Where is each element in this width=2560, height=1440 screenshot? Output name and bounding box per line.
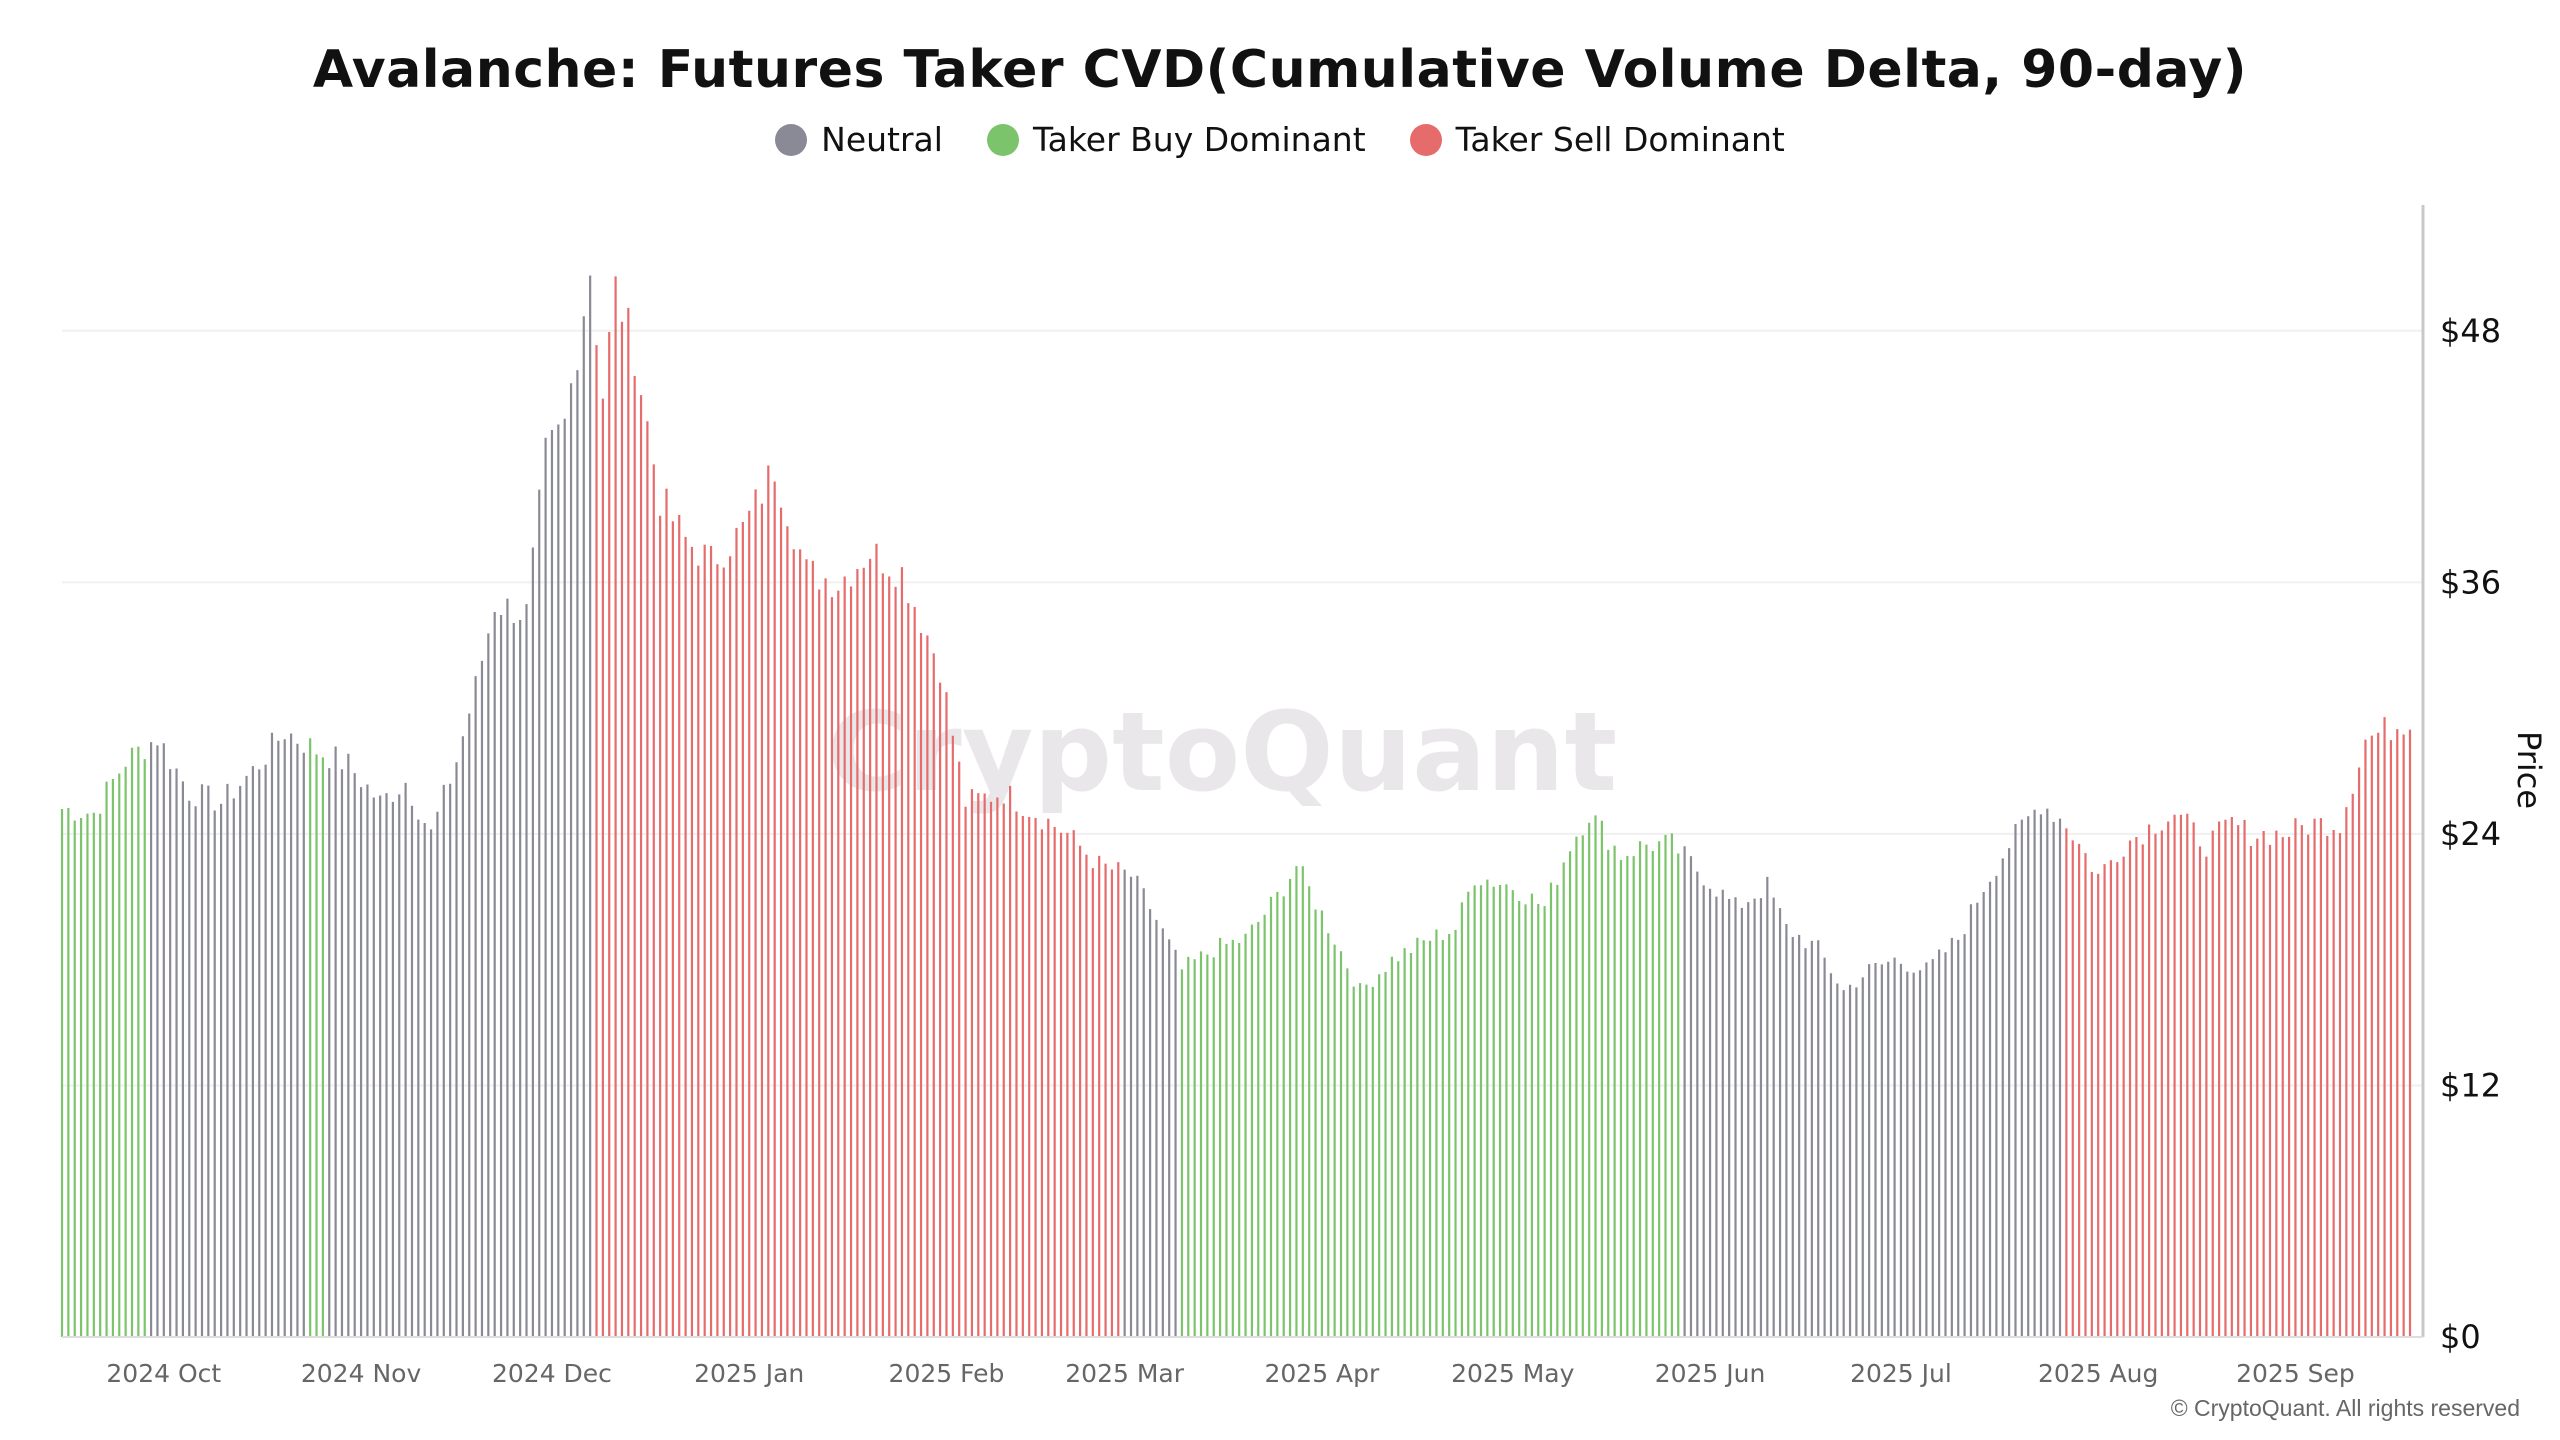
legend-label-neutral: Neutral (821, 120, 943, 159)
y-tick-label: $24 (2440, 815, 2501, 853)
legend-item-taker-sell[interactable]: Taker Sell Dominant (1409, 120, 1785, 159)
watermark: CryptoQuant (827, 688, 1618, 816)
legend-label-taker-sell: Taker Sell Dominant (1455, 120, 1785, 159)
y-tick-label: $48 (2440, 312, 2501, 350)
x-tick-label: 2025 Feb (889, 1359, 1005, 1388)
chart-title: Avalanche: Futures Taker CVD(Cumulative … (312, 40, 2248, 100)
y-axis-ticks: $0 $12 $24 $36 $48 (2440, 312, 2501, 1356)
copyright-footer: © CryptoQuant. All rights reserved (2170, 1395, 2520, 1421)
x-tick-label: 2025 Mar (1065, 1359, 1184, 1388)
y-tick-label: $36 (2440, 563, 2501, 601)
y-tick-label: $12 (2440, 1066, 2501, 1104)
y-axis-label: Price (2510, 731, 2548, 809)
x-tick-label: 2025 May (1451, 1359, 1574, 1388)
x-tick-label: 2025 Aug (2038, 1359, 2158, 1388)
price-bars (60, 275, 2412, 1337)
x-tick-label: 2025 Sep (2236, 1359, 2355, 1388)
x-tick-label: 2024 Dec (492, 1359, 612, 1388)
legend-swatch-taker-sell (1409, 123, 1442, 156)
x-tick-label: 2025 Apr (1264, 1359, 1380, 1388)
legend-item-neutral[interactable]: Neutral (775, 120, 943, 159)
x-tick-label: 2025 Jan (694, 1359, 804, 1388)
x-tick-label: 2024 Nov (301, 1359, 422, 1388)
legend-swatch-taker-buy (986, 123, 1019, 156)
x-tick-label: 2025 Jun (1655, 1359, 1766, 1388)
legend-swatch-neutral (775, 123, 808, 156)
legend-item-taker-buy[interactable]: Taker Buy Dominant (986, 120, 1366, 159)
legend-label-taker-buy: Taker Buy Dominant (1032, 120, 1366, 159)
x-tick-label: 2025 Jul (1850, 1359, 1952, 1388)
y-tick-label: $0 (2440, 1318, 2481, 1356)
chart-legend: Neutral Taker Buy Dominant Taker Sell Do… (0, 120, 2560, 159)
x-axis-ticks: 2024 Oct 2024 Nov 2024 Dec 2025 Jan 2025 Feb… (106, 1359, 2354, 1388)
x-tick-label: 2024 Oct (106, 1359, 221, 1388)
